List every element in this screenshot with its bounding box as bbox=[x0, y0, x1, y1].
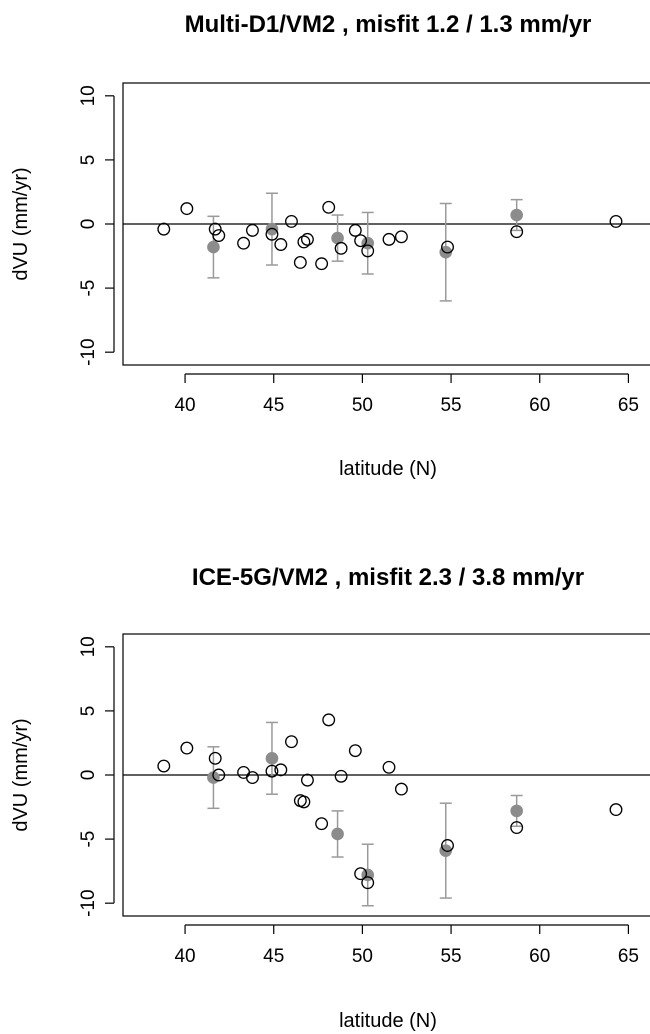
y-tick-label: -5 bbox=[78, 280, 99, 297]
x-axis-label: latitude (N) bbox=[339, 1010, 437, 1032]
open-data-point bbox=[300, 773, 314, 787]
open-data-point bbox=[510, 225, 524, 239]
open-data-point bbox=[212, 768, 226, 782]
filled-data-point bbox=[510, 804, 523, 818]
open-data-point bbox=[212, 229, 226, 242]
open-data-point bbox=[157, 759, 171, 773]
chart-panel-1: Multi-D1/VM2 , misfit 1.2 / 1.3 mm/yr 40 4… bbox=[10, 11, 650, 480]
open-data-point bbox=[274, 763, 288, 777]
open-data-point bbox=[297, 235, 311, 249]
x-tick-label: 60 bbox=[529, 395, 550, 416]
open-data-point bbox=[361, 244, 375, 258]
open-data-point bbox=[361, 876, 375, 890]
y-axis-label: dVU (mm/yr) bbox=[10, 718, 32, 831]
x-axis-label: latitude (N) bbox=[339, 458, 437, 480]
filled-data-point bbox=[265, 222, 279, 236]
y-tick-label: 5 bbox=[78, 155, 99, 166]
chart-title: Multi-D1/VM2 , misfit 1.2 / 1.3 mm/yr bbox=[185, 11, 592, 38]
filled-data-point bbox=[207, 240, 220, 254]
filled-data-point bbox=[331, 827, 344, 841]
open-data-point bbox=[348, 223, 362, 237]
open-data-point bbox=[348, 744, 362, 758]
y-tick-label: 10 bbox=[78, 85, 99, 106]
open-data-point bbox=[609, 214, 623, 228]
x-tick-label: 65 bbox=[618, 946, 639, 967]
y-tick-label: 0 bbox=[78, 770, 99, 781]
y-tick-label: 0 bbox=[78, 219, 99, 230]
open-data-point bbox=[293, 256, 307, 269]
chart-panel-2: ICE-5G/VM2 , misfit 2.3 / 3.8 mm/yr 40 45 5… bbox=[10, 564, 650, 1032]
open-data-point bbox=[274, 238, 288, 251]
open-data-point bbox=[208, 222, 222, 236]
open-data-point bbox=[315, 257, 329, 271]
open-data-point bbox=[285, 735, 298, 749]
open-data-point bbox=[180, 202, 194, 216]
chart-title: ICE-5G/VM2 , misfit 2.3 / 3.8 mm/yr bbox=[192, 564, 584, 591]
open-data-point bbox=[510, 821, 524, 835]
x-tick-label: 50 bbox=[352, 946, 373, 967]
y-tick-label: -10 bbox=[78, 338, 99, 365]
open-data-point bbox=[334, 241, 348, 255]
y-axis-label: dVU (mm/yr) bbox=[10, 167, 32, 280]
open-data-point bbox=[300, 232, 314, 246]
open-data-point bbox=[180, 741, 194, 755]
y-tick-label: 10 bbox=[78, 636, 99, 657]
open-data-point bbox=[297, 795, 311, 809]
open-data-point bbox=[354, 867, 368, 881]
open-data-point bbox=[285, 214, 298, 228]
open-data-point bbox=[609, 803, 623, 817]
y-tick-label: 5 bbox=[78, 706, 99, 717]
open-data-point bbox=[265, 764, 279, 778]
open-data-point bbox=[322, 713, 336, 727]
open-data-point bbox=[246, 771, 259, 785]
open-data-point bbox=[208, 751, 222, 765]
open-data-point bbox=[441, 839, 454, 852]
x-tick-label: 40 bbox=[174, 395, 195, 416]
filled-data-point bbox=[265, 752, 279, 765]
open-data-point bbox=[382, 232, 396, 246]
open-data-point bbox=[265, 227, 279, 241]
open-data-point bbox=[322, 200, 336, 214]
x-tick-label: 60 bbox=[529, 946, 550, 967]
open-data-point bbox=[394, 782, 408, 796]
open-data-point bbox=[382, 760, 396, 774]
open-data-point bbox=[237, 236, 251, 250]
x-tick-label: 45 bbox=[263, 395, 284, 416]
open-data-point bbox=[246, 223, 259, 237]
x-tick-label: 45 bbox=[263, 946, 284, 967]
open-data-point bbox=[334, 769, 348, 783]
x-tick-label: 40 bbox=[174, 946, 195, 967]
open-data-point bbox=[441, 240, 454, 254]
filled-data-point bbox=[510, 208, 523, 222]
open-data-point bbox=[354, 234, 368, 248]
x-tick-label: 50 bbox=[352, 395, 373, 416]
open-data-point bbox=[237, 765, 251, 779]
y-tick-label: -10 bbox=[78, 889, 99, 916]
open-data-point bbox=[394, 230, 408, 244]
open-data-point bbox=[315, 817, 329, 831]
x-tick-label: 65 bbox=[618, 395, 639, 416]
x-tick-label: 55 bbox=[440, 395, 461, 416]
y-tick-label: -5 bbox=[78, 831, 99, 848]
open-data-point bbox=[157, 222, 171, 236]
x-tick-label: 55 bbox=[440, 946, 461, 967]
